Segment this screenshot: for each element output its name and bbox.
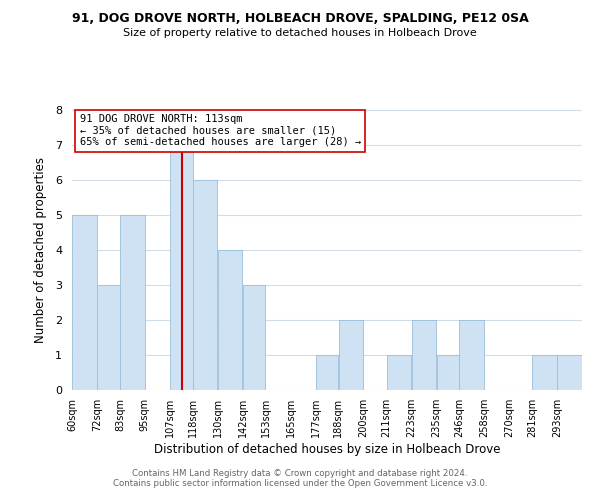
Bar	[193, 180, 217, 390]
Bar	[120, 215, 145, 390]
Bar	[437, 355, 459, 390]
Text: Size of property relative to detached houses in Holbeach Drove: Size of property relative to detached ho…	[123, 28, 477, 38]
Text: Contains public sector information licensed under the Open Government Licence v3: Contains public sector information licen…	[113, 478, 487, 488]
Bar	[557, 355, 582, 390]
Text: 91, DOG DROVE NORTH, HOLBEACH DROVE, SPALDING, PE12 0SA: 91, DOG DROVE NORTH, HOLBEACH DROVE, SPA…	[71, 12, 529, 26]
Bar	[338, 320, 363, 390]
Bar	[72, 215, 97, 390]
Bar	[532, 355, 557, 390]
X-axis label: Distribution of detached houses by size in Holbeach Drove: Distribution of detached houses by size …	[154, 442, 500, 456]
Bar	[412, 320, 436, 390]
Bar	[97, 285, 119, 390]
Bar	[243, 285, 265, 390]
Bar	[460, 320, 484, 390]
Y-axis label: Number of detached properties: Number of detached properties	[34, 157, 47, 343]
Text: Contains HM Land Registry data © Crown copyright and database right 2024.: Contains HM Land Registry data © Crown c…	[132, 468, 468, 477]
Text: 91 DOG DROVE NORTH: 113sqm
← 35% of detached houses are smaller (15)
65% of semi: 91 DOG DROVE NORTH: 113sqm ← 35% of deta…	[80, 114, 361, 148]
Bar	[316, 355, 338, 390]
Bar	[218, 250, 242, 390]
Bar	[170, 145, 193, 390]
Bar	[386, 355, 411, 390]
